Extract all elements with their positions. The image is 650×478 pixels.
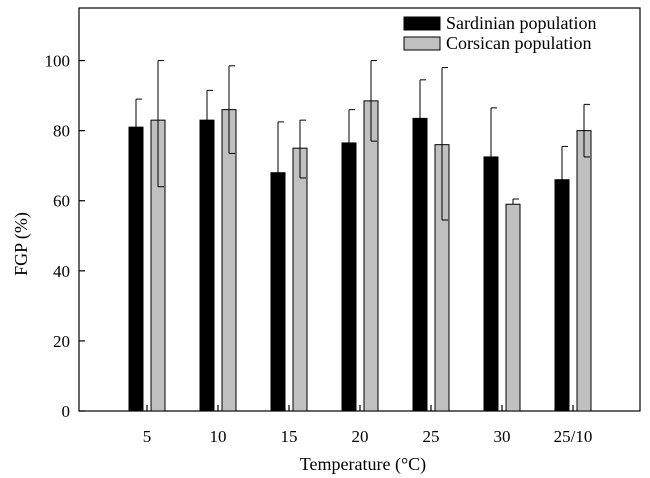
bar-corsican: [292, 147, 308, 412]
legend-label: Corsican population: [446, 33, 591, 53]
bar-sardinian: [412, 117, 428, 412]
bar-sardinian: [483, 156, 499, 412]
bar-corsican: [363, 100, 379, 412]
x-tick-label: 10: [210, 427, 227, 446]
bar-sardinian: [199, 119, 215, 412]
y-tick-label: 0: [62, 402, 71, 421]
y-tick-label: 100: [45, 52, 71, 71]
y-tick-label: 60: [53, 192, 70, 211]
x-tick-label: 20: [352, 427, 369, 446]
x-tick-label: 5: [143, 427, 152, 446]
x-tick-label: 25/10: [554, 427, 593, 446]
bar-sardinian: [554, 179, 570, 412]
x-tick-label: 25: [423, 427, 440, 446]
bar-corsican: [221, 109, 237, 412]
bar-sardinian: [270, 172, 286, 412]
x-axis-label: Temperature (°C): [300, 454, 426, 475]
y-tick-label: 20: [53, 332, 70, 351]
y-tick-label: 40: [53, 262, 70, 281]
bar-corsican: [576, 130, 592, 412]
legend-swatch: [403, 16, 441, 31]
legend-swatch: [403, 36, 441, 51]
bar-sardinian: [128, 126, 144, 412]
y-axis-label: FGP (%): [11, 212, 32, 276]
y-tick-label: 80: [53, 122, 70, 141]
legend-label: Sardinian population: [446, 13, 596, 33]
x-tick-label: 15: [281, 427, 298, 446]
x-tick-label: 30: [494, 427, 511, 446]
bar-sardinian: [341, 142, 357, 412]
bar-corsican: [505, 203, 521, 412]
